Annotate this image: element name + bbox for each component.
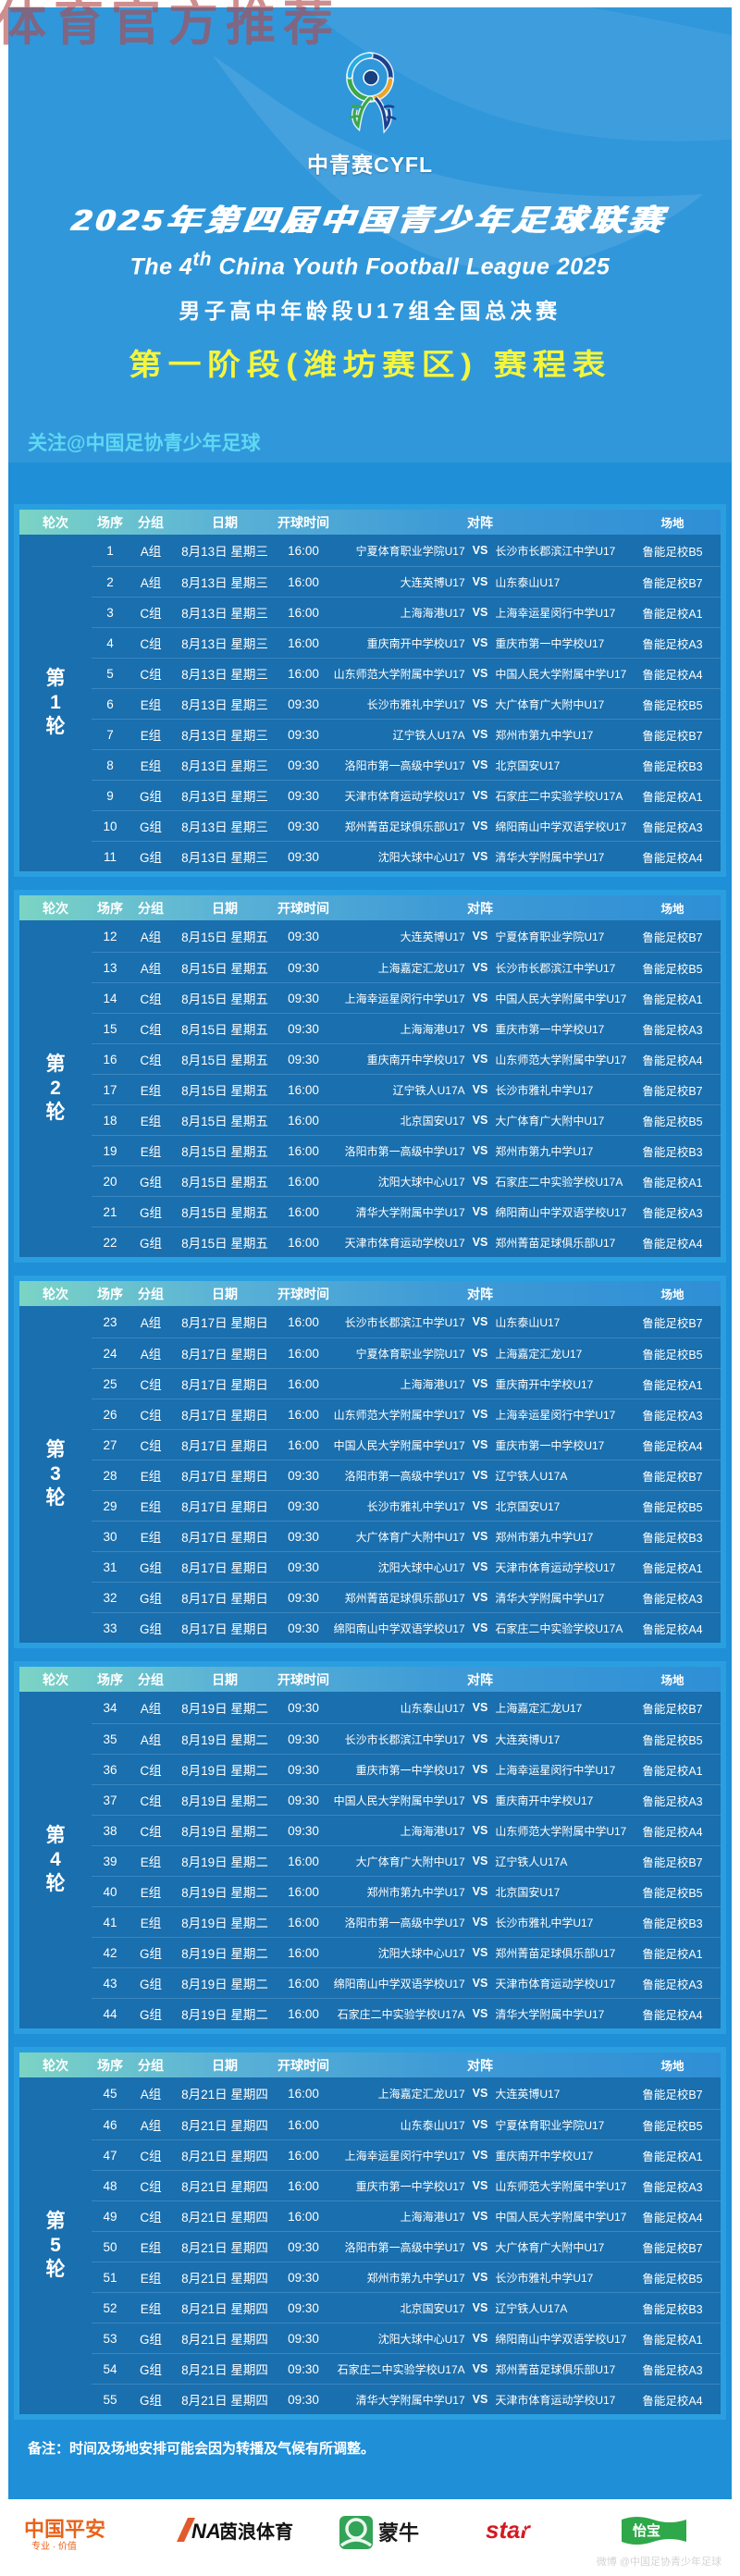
- svg-text:专业 · 价值: 专业 · 价值: [31, 2540, 77, 2552]
- svg-text:中国平安: 中国平安: [24, 2518, 105, 2541]
- svg-text:茵浪体育: 茵浪体育: [219, 2521, 293, 2543]
- svg-text:蒙牛: 蒙牛: [378, 2521, 419, 2545]
- svg-text:怡宝: 怡宝: [633, 2522, 660, 2539]
- svg-text:NA: NA: [191, 2520, 221, 2543]
